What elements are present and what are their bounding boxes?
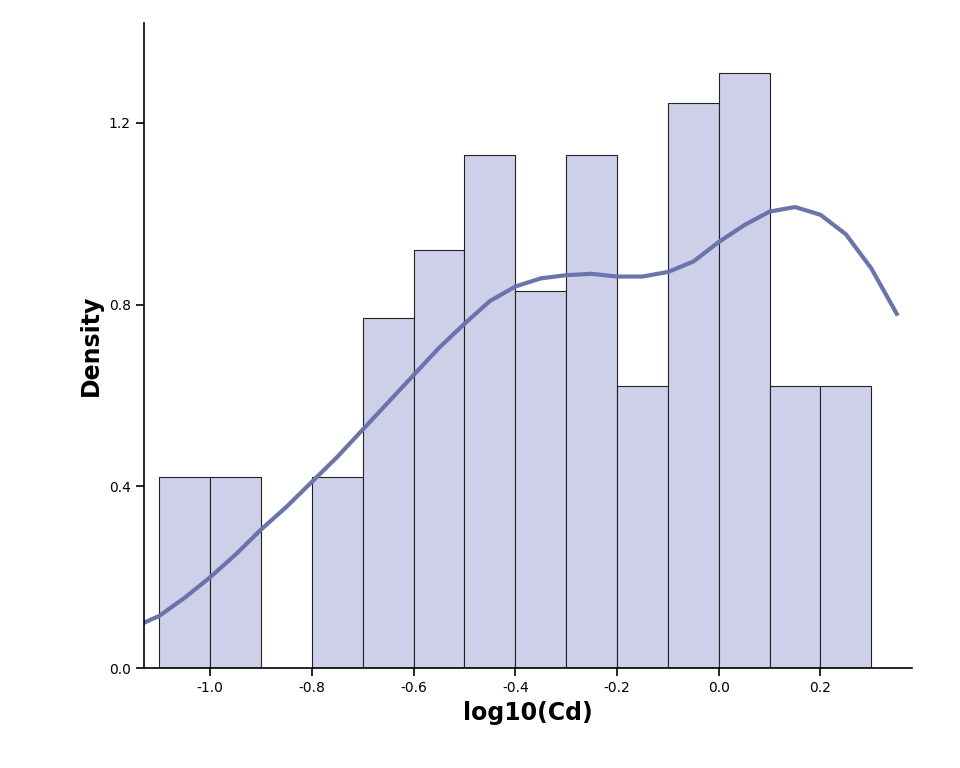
Bar	[566, 155, 617, 668]
Bar	[770, 386, 821, 668]
Bar	[617, 386, 668, 668]
Bar	[668, 103, 719, 668]
Bar	[159, 478, 210, 668]
Bar	[719, 73, 770, 668]
Bar	[516, 291, 566, 668]
Bar	[465, 155, 516, 668]
Bar	[414, 250, 465, 668]
Bar	[821, 386, 872, 668]
Bar	[363, 319, 414, 668]
Bar	[210, 478, 261, 668]
Y-axis label: Density: Density	[80, 295, 104, 396]
X-axis label: log10(Cd): log10(Cd)	[463, 701, 593, 725]
Bar	[312, 478, 363, 668]
